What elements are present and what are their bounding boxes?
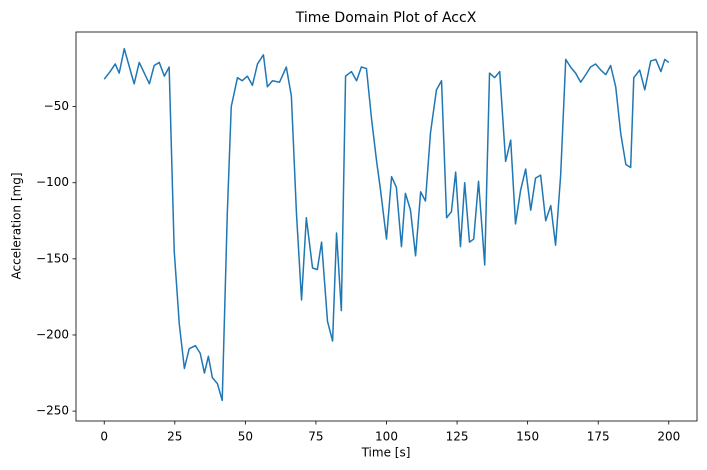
- y-tick-label: −150: [36, 251, 69, 265]
- x-tick-label: 75: [308, 430, 323, 444]
- x-tick-label: 25: [167, 430, 182, 444]
- x-tick-label: 150: [516, 430, 539, 444]
- y-tick-label: −100: [36, 175, 69, 189]
- plot-frame: [75, 31, 698, 422]
- y-axis-label: Acceleration [mg]: [10, 172, 24, 279]
- y-tick-label: −200: [36, 327, 69, 341]
- x-tick-label: 0: [100, 430, 108, 444]
- x-tick-label: 50: [238, 430, 253, 444]
- x-axis-label: Time [s]: [361, 446, 411, 460]
- x-tick-label: 125: [446, 430, 469, 444]
- x-tick-label: 200: [657, 430, 680, 444]
- chart-title: Time Domain Plot of AccX: [295, 10, 477, 26]
- y-tick-label: −250: [36, 404, 69, 418]
- y-tick-label: −50: [44, 99, 69, 113]
- x-tick-label: 175: [587, 430, 610, 444]
- data-line: [103, 48, 670, 402]
- x-tick-label: 100: [375, 430, 398, 444]
